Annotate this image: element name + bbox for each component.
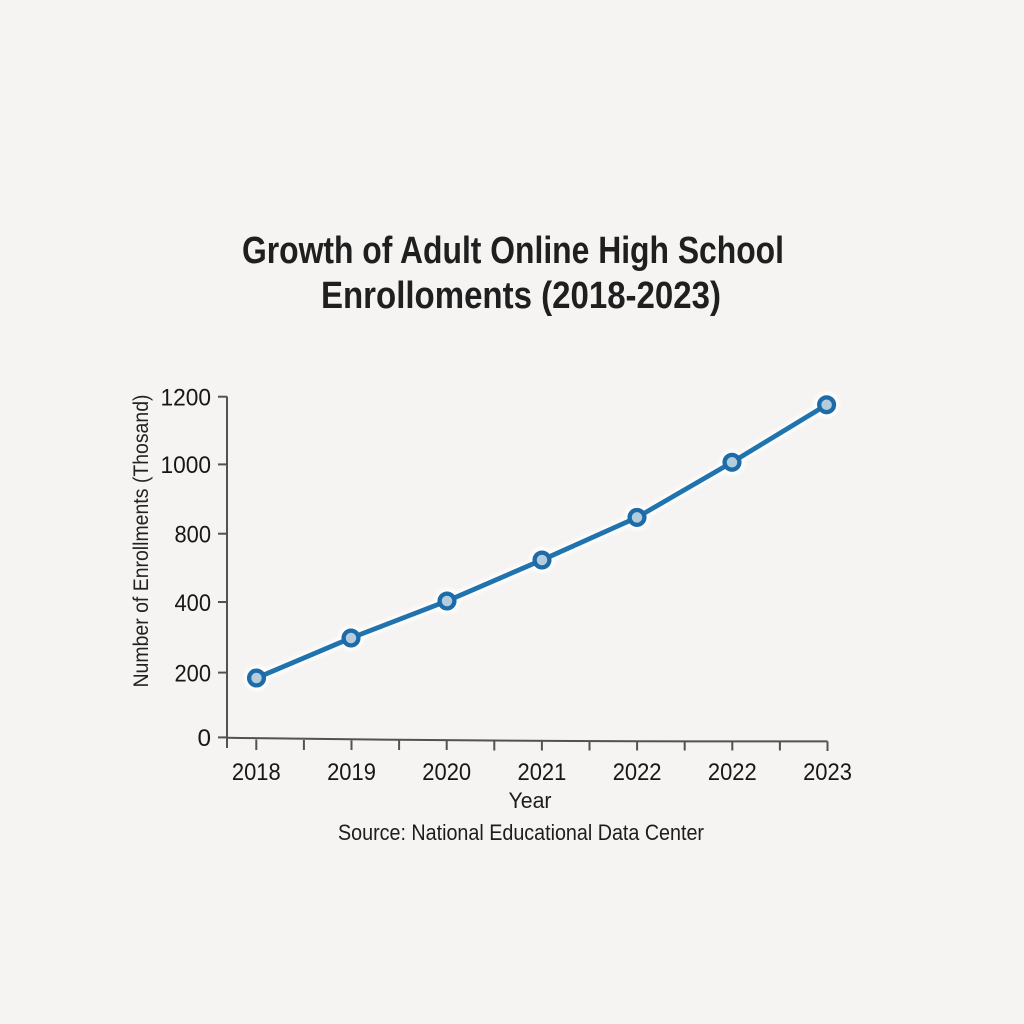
svg-text:Source: National Educational D: Source: National Educational Data Center (338, 820, 704, 845)
svg-text:2022: 2022 (613, 759, 662, 786)
svg-text:Year: Year (509, 788, 552, 813)
svg-text:400: 400 (175, 590, 212, 617)
svg-text:200: 200 (175, 660, 212, 687)
svg-text:2020: 2020 (422, 759, 471, 786)
svg-text:1200: 1200 (161, 384, 212, 411)
svg-text:Enrolloments (2018-2023): Enrolloments (2018-2023) (321, 275, 721, 317)
svg-text:Growth of Adult Online High Sc: Growth of Adult Online High School (242, 230, 784, 272)
svg-text:0: 0 (198, 725, 212, 752)
svg-text:2023: 2023 (803, 759, 852, 786)
svg-text:1000: 1000 (161, 452, 212, 479)
svg-text:2018: 2018 (232, 759, 281, 786)
svg-text:Number of Enrollments (Thosand: Number of Enrollments (Thosand) (129, 395, 153, 688)
svg-text:2022: 2022 (708, 759, 757, 786)
svg-text:800: 800 (175, 522, 212, 549)
svg-text:2021: 2021 (518, 759, 567, 786)
svg-text:2019: 2019 (327, 759, 376, 786)
